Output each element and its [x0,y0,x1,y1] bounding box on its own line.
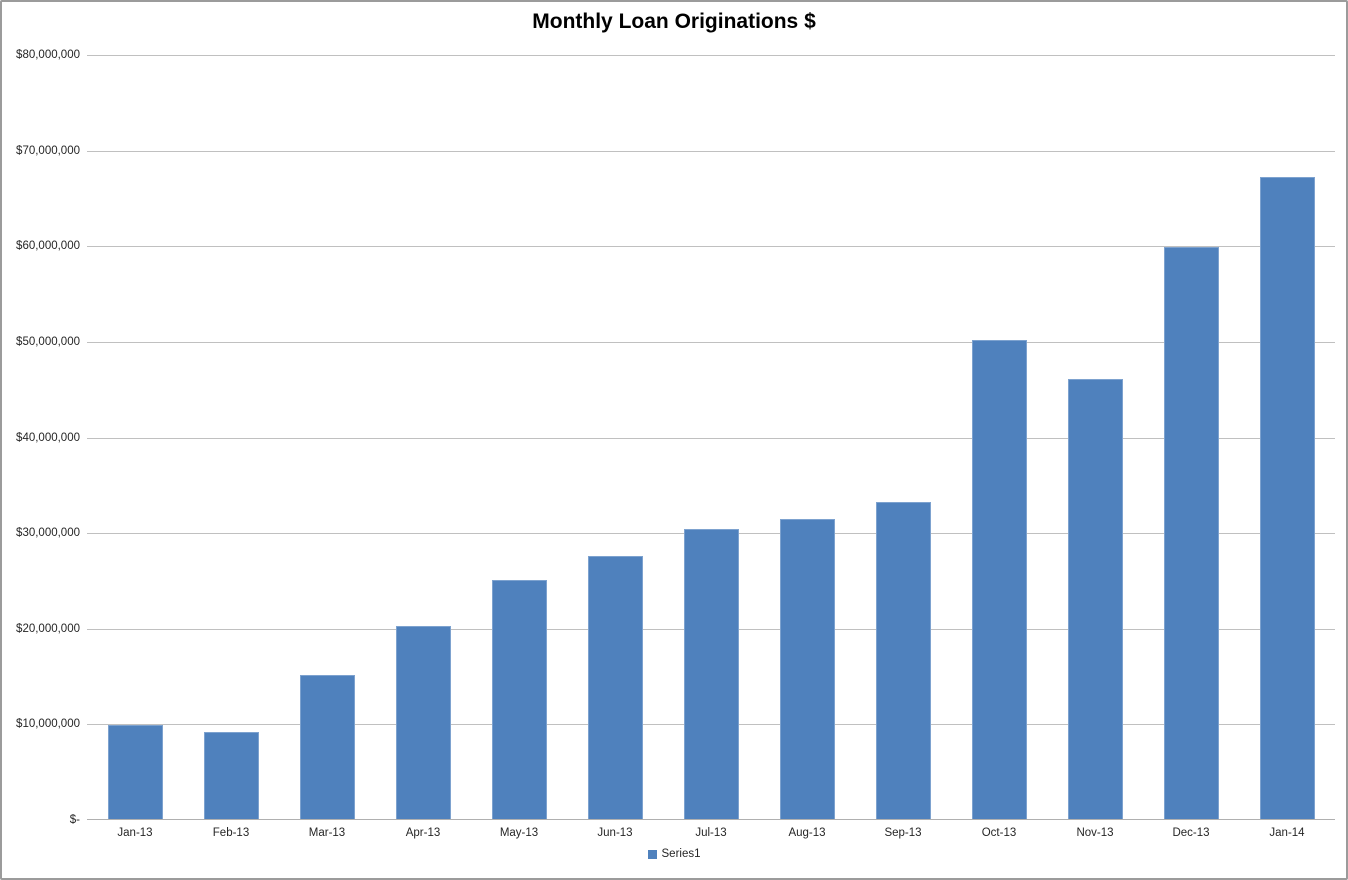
x-tick-label: Mar-13 [308,827,346,839]
gridline [87,150,1335,152]
bar-Jan-14 [1259,177,1315,819]
x-tick-label: Nov-13 [1076,827,1114,839]
bar-Feb-13 [203,731,259,819]
y-tick-label: $20,000,000 [16,622,80,635]
x-tick-label: Sep-13 [884,827,922,839]
y-tick-label: $80,000,000 [16,49,80,61]
y-tick-label: $60,000,000 [16,240,80,253]
gridline [87,246,1335,248]
bar-May-13 [491,579,547,819]
bar-Jun-13 [587,556,643,819]
x-tick-label: May-13 [499,827,539,839]
y-tick-label: $40,000,000 [16,431,80,444]
gridline [87,55,1335,56]
y-tick-label: $- [69,814,80,826]
bar-Aug-13 [779,518,835,819]
bar-Sep-13 [875,502,931,819]
bar-Jul-13 [683,529,739,819]
legend-series-swatch-icon [647,849,657,859]
chart-title: Monthly Loan Originations $ [532,10,816,33]
legend: Series1 [2,848,1346,860]
bar-Jan-13 [107,725,163,819]
bar-Mar-13 [299,674,355,819]
y-tick-label: $70,000,000 [16,144,80,157]
x-tick-label: Jan-13 [117,827,153,839]
x-tick-label: Jan-14 [1269,827,1305,839]
bar-Apr-13 [395,625,451,819]
gridline [87,341,1335,343]
bar-Oct-13 [971,339,1027,819]
y-tick-label: $50,000,000 [16,335,80,348]
y-tick-label: $30,000,000 [16,527,80,540]
x-tick-label: Apr-13 [405,827,441,839]
x-axis-line [87,819,1335,820]
x-tick-label: Jun-13 [597,827,633,839]
x-tick-label: Oct-13 [981,827,1017,839]
x-tick-label: Aug-13 [788,827,826,839]
bar-Dec-13 [1163,247,1219,819]
plot-area [87,55,1335,820]
x-tick-label: Feb-13 [212,827,250,839]
x-tick-label: Jul-13 [695,827,727,839]
gridline [87,437,1335,439]
x-tick-label: Dec-13 [1172,827,1210,839]
legend-series-label: Series1 [661,848,701,860]
bar-Nov-13 [1067,379,1123,819]
y-tick-label: $10,000,000 [16,718,80,731]
